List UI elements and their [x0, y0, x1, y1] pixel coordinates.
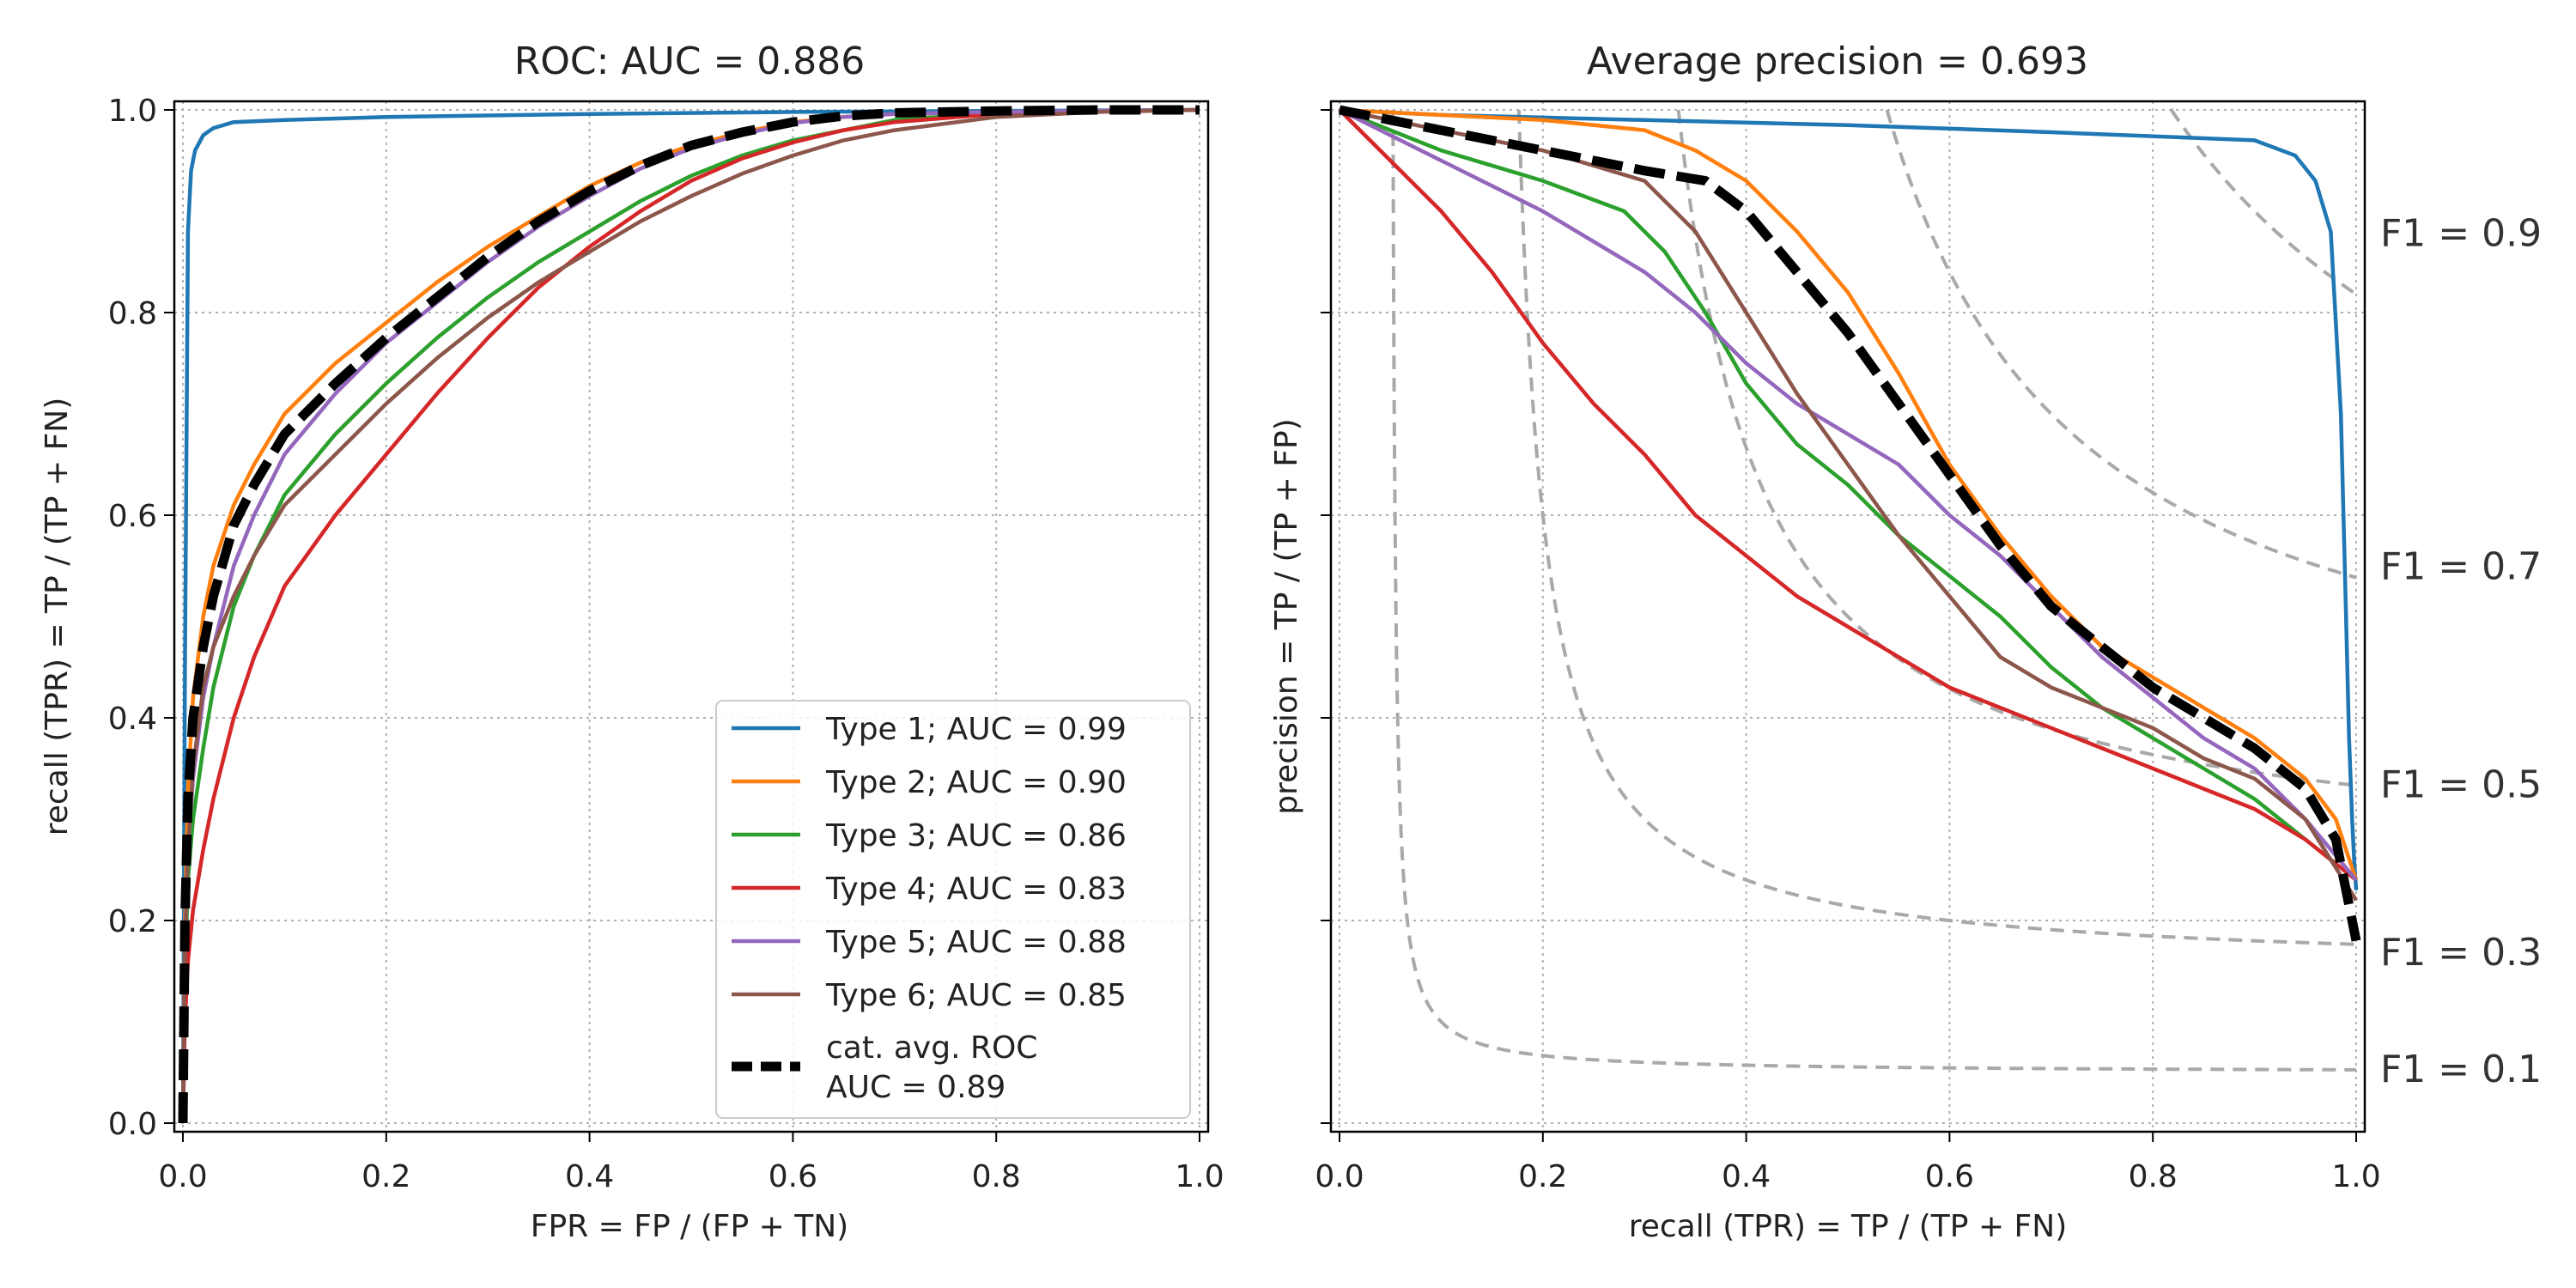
roc-title: ROC: AUC = 0.886 — [514, 39, 866, 83]
pr-title: Average precision = 0.693 — [1587, 39, 2088, 83]
f1-label: F1 = 0.9 — [2380, 212, 2542, 256]
x-tick-label: 0.8 — [972, 1159, 1021, 1194]
x-tick-label: 0.2 — [361, 1159, 410, 1194]
roc-x-axis-label: FPR = FP / (FP + TN) — [531, 1209, 848, 1244]
pr-y-axis-label: precision = TP / (TP + FP) — [1269, 418, 1304, 814]
x-tick-label: 0.2 — [1518, 1159, 1567, 1194]
f1-label: F1 = 0.3 — [2380, 931, 2542, 975]
x-tick-label: 0.6 — [769, 1159, 817, 1194]
series-line-6 — [180, 107, 1200, 1124]
f1-isoline — [1516, 109, 2357, 946]
pr-f1-labels: F1 = 0.9 F1 = 0.7 F1 = 0.5 F1 = 0.3 F1 = 0.1 — [2380, 212, 2542, 1091]
y-tick-label: 0.4 — [108, 702, 157, 737]
pr-panel: Average precision = 0.693 0.0 0.2 0.4 0.6 0.… — [1269, 39, 2542, 1244]
pr-lines — [1338, 105, 2361, 942]
y-tick-label: 0.8 — [108, 296, 157, 331]
series-line-3 — [1339, 107, 2358, 882]
roc-panel: ROC: AUC = 0.886 0.0 0.2 0.4 0.6 0.8 1.0 0.00… — [39, 39, 1224, 1244]
x-tick-label: 0.4 — [565, 1159, 614, 1194]
roc-y-axis-label: recall (TPR) = TP / (TP + FN) — [39, 398, 75, 836]
series-line-7 — [1338, 105, 2361, 942]
f1-isoline — [2169, 108, 2358, 296]
pr-y-ticks — [1321, 109, 1331, 1124]
series-line-1 — [1339, 107, 2359, 890]
y-tick-label: 0.2 — [108, 904, 157, 939]
x-tick-label: 1.0 — [1175, 1159, 1224, 1194]
y-tick-label: 0.6 — [108, 499, 157, 534]
series-line-2 — [1339, 107, 2359, 881]
pr-x-axis-label: recall (TPR) = TP / (TP + FN) — [1629, 1209, 2068, 1244]
x-tick-label: 0.0 — [1315, 1159, 1364, 1194]
f1-isoline — [1885, 109, 2357, 580]
roc-y-ticks: 0.0 0.2 0.4 0.6 0.8 1.0 — [108, 94, 174, 1142]
roc-legend: Type 1; AUC = 0.99 Type 2; AUC = 0.90 Type… — [715, 700, 1191, 1119]
series-line-7 — [178, 105, 1200, 1124]
legend-label-7: cat. avg. ROC — [826, 1030, 1037, 1066]
x-tick-label: 0.4 — [1722, 1159, 1771, 1194]
legend-label-1: Type 1; AUC = 0.99 — [825, 712, 1127, 747]
x-tick-label: 1.0 — [2331, 1159, 2380, 1194]
legend-label-4: Type 4; AUC = 0.83 — [825, 872, 1127, 907]
legend-frame — [715, 700, 1191, 1119]
legend-label-2: Type 2; AUC = 0.90 — [825, 765, 1127, 800]
pr-plot-frame — [1329, 100, 2366, 1133]
f1-label: F1 = 0.7 — [2380, 545, 2542, 589]
y-tick-label: 1.0 — [108, 94, 157, 129]
x-tick-label: 0.6 — [1925, 1159, 1974, 1194]
legend-label-6: Type 6; AUC = 0.85 — [825, 978, 1127, 1013]
f1-label: F1 = 0.1 — [2380, 1048, 2542, 1091]
y-tick-label: 0.0 — [108, 1107, 157, 1142]
roc-x-ticks: 0.0 0.2 0.4 0.6 0.8 1.0 — [158, 1132, 1224, 1194]
roc-lines — [178, 105, 1200, 1124]
x-tick-label: 0.0 — [158, 1159, 207, 1194]
pr-grid — [1331, 101, 2365, 1132]
x-tick-label: 0.8 — [2129, 1159, 2178, 1194]
series-line-6 — [1339, 107, 2358, 902]
pr-x-ticks: 0.0 0.2 0.4 0.6 0.8 1.0 — [1315, 1132, 2381, 1194]
f1-isoline — [1391, 109, 2356, 1072]
f1-label: F1 = 0.5 — [2380, 763, 2542, 807]
series-line-5 — [1338, 107, 2358, 882]
series-line-4 — [1338, 108, 2358, 882]
roc-plot-frame — [173, 100, 1210, 1133]
legend-label-7: AUC = 0.89 — [826, 1070, 1005, 1105]
legend-label-5: Type 5; AUC = 0.88 — [825, 925, 1127, 960]
series-line-4 — [180, 107, 1200, 1124]
series-line-1 — [180, 107, 1200, 1124]
legend-label-3: Type 3; AUC = 0.86 — [825, 818, 1127, 854]
